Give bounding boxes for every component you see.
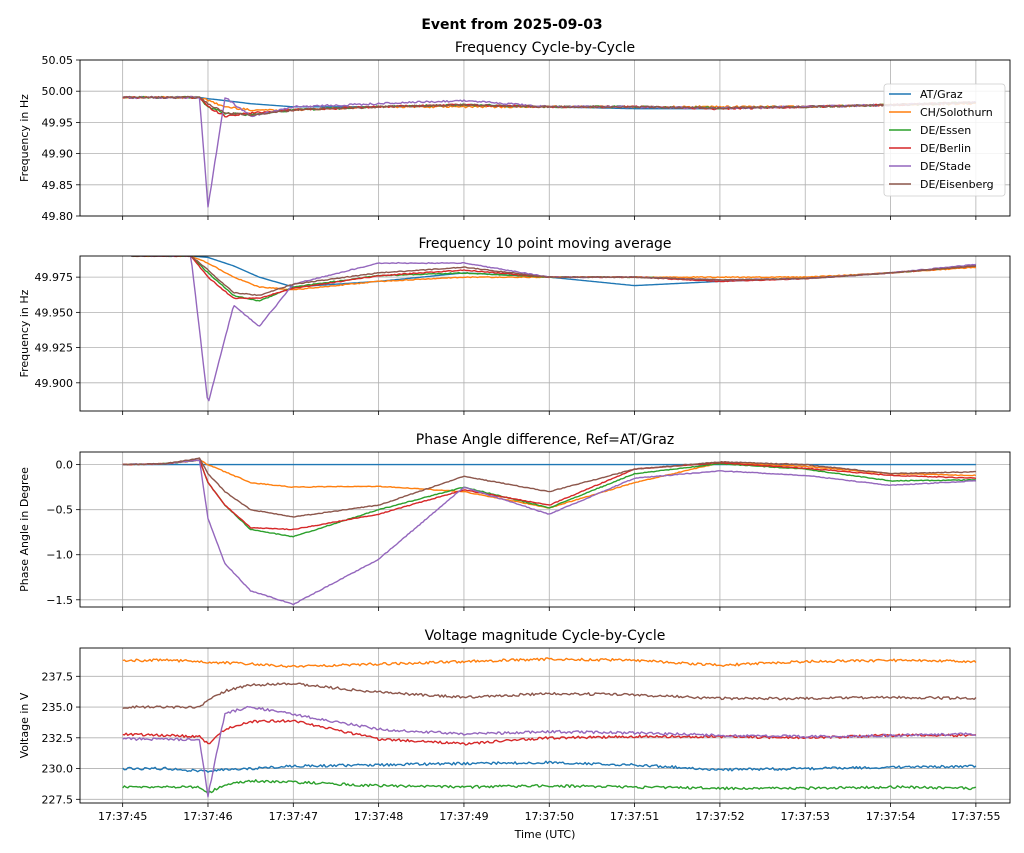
series-line-de-essen: [122, 459, 977, 538]
y-tick-label: 49.900: [35, 377, 74, 390]
y-tick-label: 49.925: [35, 342, 74, 355]
y-tick-label: 50.05: [42, 54, 74, 67]
y-tick-label: 235.0: [42, 701, 74, 714]
series-line-at-graz: [122, 760, 977, 773]
x-tick-label: 17:37:48: [354, 810, 403, 823]
legend-label: DE/Eisenberg: [920, 178, 994, 191]
subplot-title: Voltage magnitude Cycle-by-Cycle: [425, 628, 666, 644]
y-axis-label: Frequency in Hz: [18, 289, 31, 377]
y-tick-label: −1.0: [46, 549, 73, 562]
x-tick-label: 17:37:53: [781, 810, 830, 823]
series-lines: [122, 95, 977, 208]
legend-box: [883, 83, 1006, 197]
legend-label: DE/Berlin: [920, 142, 971, 155]
y-tick-label: 49.95: [42, 116, 74, 129]
legend-label: AT/Graz: [920, 88, 963, 101]
subplots: Frequency Cycle-by-Cycle 49.80 49.85 49.90 4…: [18, 40, 1011, 823]
series-line-de-eisenberg: [122, 457, 976, 518]
x-tick-label: 17:37:51: [610, 810, 659, 823]
subplot-2: Frequency 10 point moving average 49.900 4…: [18, 236, 1011, 415]
legend-label: CH/Solothurn: [920, 106, 993, 119]
series-line-de-berlin: [122, 459, 977, 531]
x-tick-label: 17:37:55: [951, 810, 1000, 823]
y-axis-label: Frequency in Hz: [18, 94, 31, 182]
legend-label: DE/Essen: [920, 124, 971, 137]
series-line-ch-solothurn: [122, 657, 977, 668]
series-line-de-eisenberg: [131, 256, 977, 296]
y-axis-label: Phase Angle in Degree: [18, 467, 31, 592]
y-tick-label: 49.80: [42, 210, 74, 223]
series-line-de-essen: [122, 779, 977, 795]
subplot-1: Frequency Cycle-by-Cycle 49.80 49.85 49.90 4…: [18, 40, 1011, 223]
series-line-de-stade: [122, 459, 977, 606]
axes-frame: [79, 255, 1011, 412]
x-tick-label: 17:37:54: [866, 810, 915, 823]
y-tick-label: 49.85: [42, 179, 74, 192]
y-tick-label: 0.0: [56, 459, 74, 472]
x-tick-label: 17:37:45: [98, 810, 147, 823]
subplot-title: Phase Angle difference, Ref=AT/Graz: [416, 432, 674, 448]
y-tick-label: 49.90: [42, 148, 74, 161]
subplot-title: Frequency Cycle-by-Cycle: [455, 40, 635, 56]
y-tick-label: 49.950: [35, 306, 74, 319]
x-tick-label: 17:37:50: [525, 810, 574, 823]
axes-frame: [79, 647, 1011, 804]
series-line-de-stade: [122, 705, 977, 798]
figure-suptitle: Event from 2025-09-03: [421, 17, 602, 33]
x-tick-label: 17:37:46: [183, 810, 232, 823]
subplot-title: Frequency 10 point moving average: [418, 236, 671, 252]
legend: AT/Graz CH/Solothurn DE/Essen DE/Berlin DE/S…: [883, 83, 1006, 197]
y-tick-label: 50.00: [42, 85, 74, 98]
x-tick-label: 17:37:49: [439, 810, 488, 823]
x-axis-label: Time (UTC): [514, 828, 576, 841]
y-tick-label: −0.5: [46, 504, 73, 517]
axes-frame: [79, 451, 1011, 608]
y-axis-label: Voltage in V: [18, 692, 31, 758]
axes-frame: [79, 59, 1011, 217]
y-tick-label: −1.5: [46, 594, 73, 607]
y-tick-label: 49.975: [35, 271, 74, 284]
series-line-de-eisenberg: [122, 682, 977, 709]
y-tick-label: 237.5: [42, 670, 74, 683]
subplot-3: Phase Angle difference, Ref=AT/Graz −1.5 −…: [18, 432, 1011, 611]
series-lines: [122, 657, 977, 798]
y-tick-label: 232.5: [42, 732, 74, 745]
x-tick-label: 17:37:52: [695, 810, 744, 823]
series-lines: [122, 457, 977, 606]
subplot-4: Voltage magnitude Cycle-by-Cycle 17:37:45…: [18, 628, 1011, 823]
series-lines: [130, 256, 977, 402]
legend-label: DE/Stade: [920, 160, 971, 173]
series-line-de-eisenberg: [122, 95, 977, 117]
y-tick-label: 227.5: [42, 793, 74, 806]
y-tick-label: 230.0: [42, 763, 74, 776]
x-tick-label: 17:37:47: [269, 810, 318, 823]
